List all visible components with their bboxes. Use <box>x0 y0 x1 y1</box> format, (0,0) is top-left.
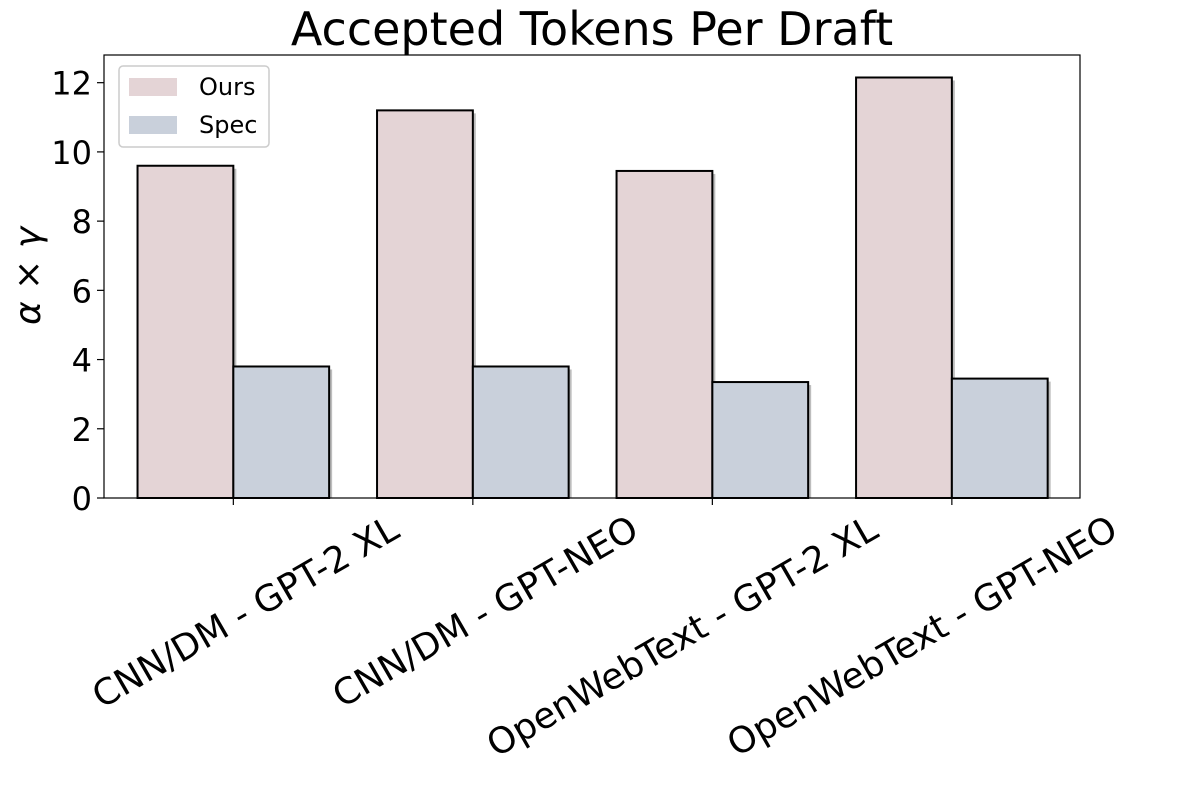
y-axis-label: α × γ <box>8 225 49 325</box>
x-tick-label: OpenWebText - GPT-NEO <box>721 508 1125 765</box>
legend-label-spec: Spec <box>199 111 257 139</box>
legend-swatch-ours <box>129 78 177 96</box>
bar-ours-4 <box>855 76 953 499</box>
y-tick-label: 8 <box>72 203 92 241</box>
legend-label-ours: Ours <box>199 73 255 101</box>
chart-title: Accepted Tokens Per Draft <box>291 2 893 56</box>
bar-spec-2 <box>471 365 570 499</box>
bar-ours-3 <box>615 169 714 499</box>
y-tick-label: 6 <box>72 272 92 310</box>
bar-spec-1 <box>232 365 331 499</box>
bar-ours-2 <box>376 109 474 499</box>
bars-layer <box>136 76 1051 499</box>
y-tick-label: 4 <box>72 342 92 380</box>
y-tick-label: 2 <box>72 411 92 449</box>
bar-spec-4 <box>950 377 1049 499</box>
y-axis: 0 2 4 6 8 10 12 <box>51 65 104 518</box>
x-tick-label: OpenWebText - GPT-2 XL <box>480 508 885 765</box>
legend: Ours Spec <box>118 65 270 148</box>
bar-spec-3 <box>711 381 810 499</box>
plot-frame <box>103 54 1081 499</box>
legend-swatch-spec <box>129 116 177 134</box>
y-tick-label: 0 <box>72 480 92 518</box>
bar-ours-1 <box>136 164 235 499</box>
y-tick-label: 10 <box>51 134 92 172</box>
y-tick-label: 12 <box>51 65 92 103</box>
